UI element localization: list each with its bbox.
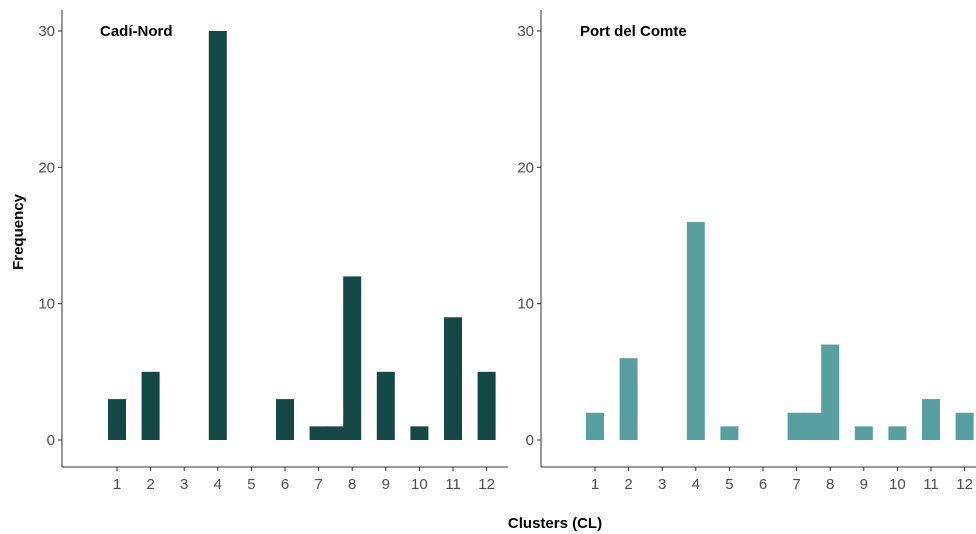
x-tick-label: 2: [624, 476, 632, 493]
panel-title: Cadí-Nord: [100, 23, 173, 40]
bar: [854, 426, 873, 440]
bar: [276, 399, 294, 440]
bar: [108, 399, 126, 440]
bar: [804, 412, 823, 440]
y-tick-label: 10: [517, 296, 534, 313]
bar: [686, 221, 705, 440]
x-tick-label: 1: [113, 476, 121, 493]
y-tick-label: 0: [526, 432, 534, 449]
bar: [208, 31, 227, 440]
x-tick-label: 7: [314, 476, 322, 493]
x-tick-label: 10: [889, 476, 906, 493]
bar: [586, 412, 604, 440]
bar: [141, 371, 160, 440]
x-tick-label: 1: [591, 476, 599, 493]
x-tick-label: 8: [826, 476, 834, 493]
bar: [343, 276, 362, 440]
bar: [309, 426, 328, 440]
x-tick-label: 7: [792, 476, 800, 493]
x-tick-label: 11: [445, 476, 461, 493]
bar: [720, 426, 739, 440]
bar: [619, 358, 638, 440]
x-tick-label: 6: [759, 476, 767, 493]
bar: [888, 426, 907, 440]
x-tick-label: 9: [382, 476, 390, 493]
bar: [922, 399, 940, 440]
panel-title: Port del Comte: [580, 23, 687, 40]
x-tick-label: 2: [146, 476, 154, 493]
x-tick-label: 4: [692, 476, 700, 493]
x-tick-label: 8: [348, 476, 356, 493]
bar: [326, 426, 345, 440]
x-tick-label: 5: [725, 476, 733, 493]
x-axis-label: Clusters (CL): [508, 515, 602, 532]
x-tick-label: 5: [247, 476, 255, 493]
x-tick-label: 4: [214, 476, 222, 493]
x-tick-label: 12: [956, 476, 973, 493]
bar: [955, 412, 974, 440]
y-tick-label: 30: [517, 23, 534, 40]
bar: [444, 317, 462, 440]
bar: [376, 371, 395, 440]
bar: [477, 371, 496, 440]
y-tick-label: 30: [38, 23, 55, 40]
bar: [410, 426, 429, 440]
y-tick-label: 20: [38, 159, 55, 176]
x-tick-label: 11: [923, 476, 939, 493]
y-axis-label: Frequency: [10, 193, 27, 270]
y-tick-label: 0: [47, 432, 55, 449]
x-tick-label: 12: [478, 476, 495, 493]
bar: [821, 344, 840, 440]
x-tick-label: 6: [281, 476, 289, 493]
x-tick-label: 3: [658, 476, 666, 493]
x-tick-label: 3: [180, 476, 188, 493]
y-tick-label: 10: [38, 296, 55, 313]
bar: [787, 412, 806, 440]
y-tick-label: 20: [517, 159, 534, 176]
x-tick-label: 10: [411, 476, 428, 493]
x-tick-label: 9: [860, 476, 868, 493]
